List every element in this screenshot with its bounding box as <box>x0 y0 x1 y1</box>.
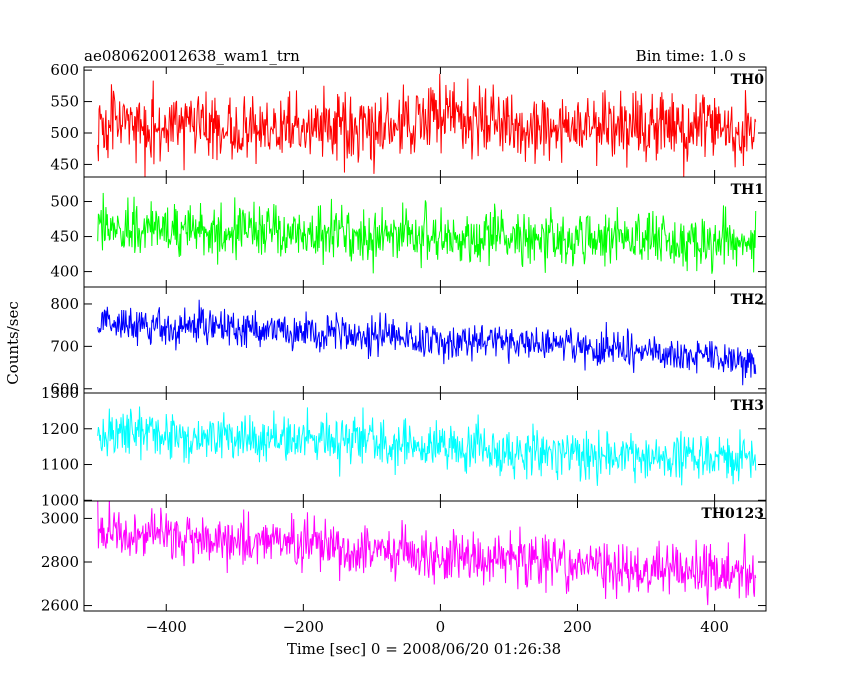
x-axis-label: Time [sec] 0 = 2008/06/20 01:26:38 <box>287 640 561 658</box>
panel-label: TH2 <box>731 292 764 308</box>
y-tick-label: 500 <box>50 193 79 211</box>
series-th2 <box>97 299 757 386</box>
y-tick-label: 450 <box>50 155 79 173</box>
x-tick-label: −200 <box>283 618 324 636</box>
panel-th2: 600 700 800 TH2 <box>50 286 767 398</box>
bin-time-label: Bin time: 1.0 s <box>636 47 746 65</box>
y-tick-label: 500 <box>50 124 79 142</box>
x-tick-label: −400 <box>146 618 187 636</box>
y-tick-label: 3000 <box>41 509 79 527</box>
panel-th3: 1000 1100 1200 1300 TH3 <box>41 384 767 509</box>
x-tick-label: 400 <box>700 618 729 636</box>
y-tick-label: 800 <box>50 295 79 313</box>
x-tick-label: 0 <box>436 618 446 636</box>
x-tick-label: 200 <box>563 618 592 636</box>
panel-frame <box>83 500 767 612</box>
panel-th0: 450 500 550 600 TH0 <box>50 61 767 178</box>
y-tick-label: 700 <box>50 337 79 355</box>
series-th1 <box>97 192 757 274</box>
y-tick-label: 450 <box>50 228 79 246</box>
series-th0123 <box>97 501 757 606</box>
y-axis-label: Counts/sec <box>4 301 22 385</box>
series-th0 <box>97 73 757 177</box>
panel-th1: 400 450 500 TH1 <box>50 176 767 288</box>
y-tick-label: 1300 <box>41 384 79 402</box>
panel-label: TH0123 <box>701 506 764 522</box>
panel-frame <box>83 286 767 394</box>
y-tick-label: 1100 <box>41 456 79 474</box>
y-tick-label: 600 <box>50 380 79 398</box>
panel-th0123: 2600 2800 3000 TH0123 <box>41 500 767 615</box>
panel-label: TH3 <box>731 398 764 414</box>
panels-group: 450 500 550 600 TH0 400 450 500 TH1 600 700 800 TH2 1… <box>41 61 767 615</box>
x-axis: −400 −200 0 200 400 <box>146 618 729 636</box>
y-tick-label: 2600 <box>41 597 79 615</box>
panel-label: TH0 <box>731 72 765 88</box>
y-tick-label: 550 <box>50 93 79 111</box>
y-tick-label: 400 <box>50 263 79 281</box>
y-tick-label: 600 <box>50 61 79 79</box>
series-th3 <box>97 406 757 486</box>
y-tick-label: 1000 <box>41 491 79 509</box>
chart-title: ae080620012638_wam1_trn <box>84 47 300 65</box>
y-tick-label: 1200 <box>41 420 79 438</box>
panel-label: TH1 <box>731 182 764 198</box>
y-tick-label: 2800 <box>41 553 79 571</box>
